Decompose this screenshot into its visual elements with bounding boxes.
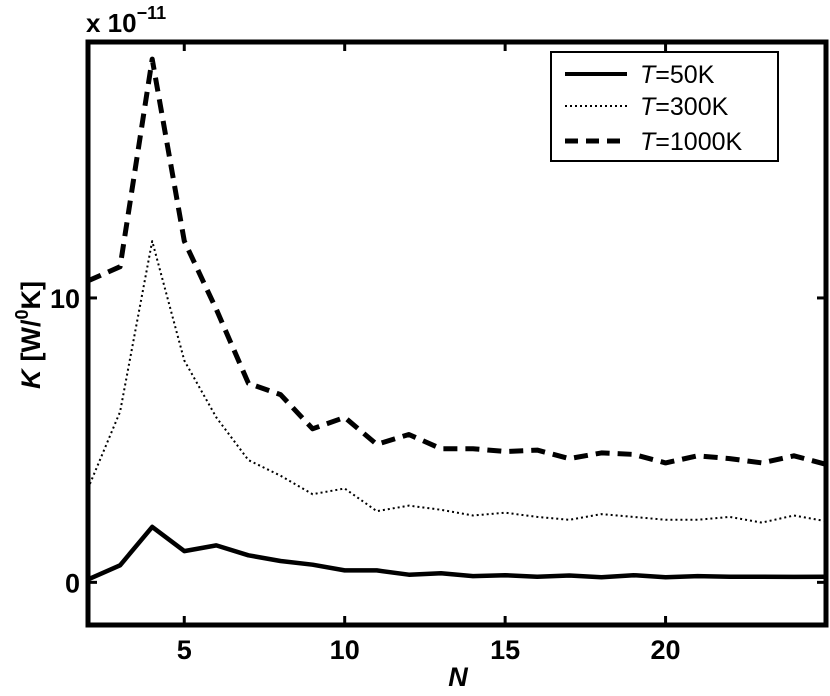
series-line-300k [88,240,826,524]
y-tick-label: 0 [65,568,80,598]
y-axis-multiplier: x 10−11 [86,3,166,38]
axis-ticks: 5 10 15 20 0 10 [50,42,826,665]
x-tick-label: 20 [651,635,681,665]
x-axis-label: N [448,662,468,691]
x-tick-label: 10 [330,635,360,665]
legend-label-t50: T=50K [640,61,715,89]
series-line-1000k [88,56,826,467]
y-axis-label: K[W/0K] [12,281,46,389]
legend-label-t300: T=300K [640,93,729,121]
legend: T=50K T=300K T=1000K [550,51,779,162]
series-line-50k [88,524,826,582]
series-layer [88,56,826,582]
legend-label-t1000: T=1000K [640,128,742,156]
plot-area-frame [85,39,829,628]
x-tick-label: 15 [490,635,520,665]
y-tick-label: 10 [50,284,80,314]
x-tick-label: 5 [177,635,192,665]
